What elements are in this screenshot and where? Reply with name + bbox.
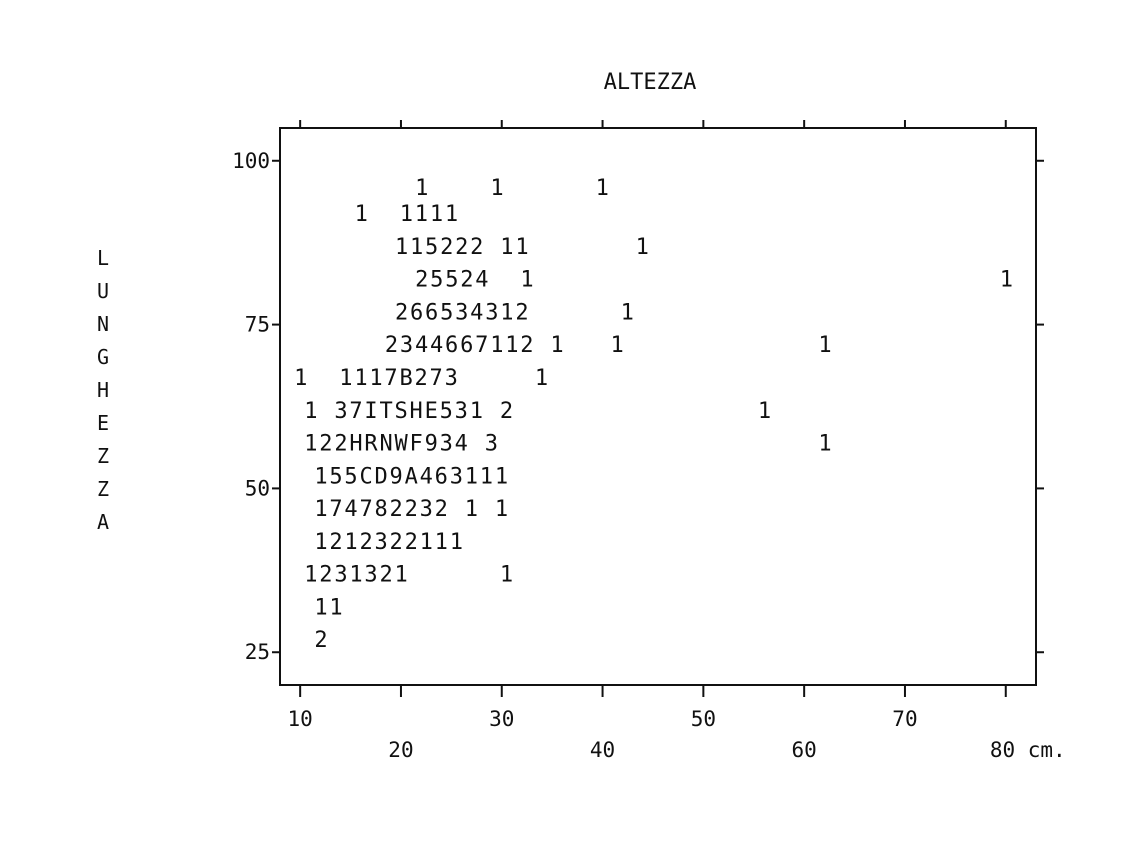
y-axis-title-letter: Z <box>97 477 109 501</box>
count-symbol-row: 25524 1 <box>415 268 535 293</box>
x-tick-label: 50 <box>691 707 716 731</box>
y-axis-title-letter: G <box>97 345 109 369</box>
y-tick-label: 75 <box>245 313 270 337</box>
count-symbol-row: 1231321 1 <box>304 563 515 588</box>
x-tick-label: 10 <box>288 707 313 731</box>
count-symbol-row: 11 <box>314 595 344 620</box>
y-tick-label: 50 <box>245 476 270 500</box>
y-axis-title-letter: H <box>97 378 109 402</box>
x-axis-title: ALTEZZA <box>604 70 697 95</box>
y-tick-label: 25 <box>245 640 270 664</box>
count-symbol-row: 1 <box>818 432 833 457</box>
count-symbol-row: 122HRNWF934 3 <box>304 432 500 457</box>
y-axis-ticks: 25 50 75 100 <box>232 149 1044 664</box>
y-axis-title-letter: N <box>97 312 109 336</box>
x-tick-label: 70 <box>892 707 917 731</box>
y-axis-title-letter: E <box>97 411 109 435</box>
y-axis-title-letter: L <box>97 246 109 270</box>
count-symbol-row: 1 <box>1000 268 1015 293</box>
count-symbol-row: 1 1 1 <box>415 176 611 201</box>
count-symbol-row: 155CD9A463111 <box>314 464 510 489</box>
count-symbol-row: 2 <box>314 628 329 653</box>
count-symbol-row: 1 1111 <box>355 202 460 227</box>
count-symbol-row: 1 <box>758 399 773 424</box>
count-symbol-row: 115222 11 1 <box>395 235 651 260</box>
x-tick-label: 60 <box>792 738 817 762</box>
x-axis-ticks: 10 20 30 40 50 60 70 80 cm. <box>288 120 1066 762</box>
x-tick-label: 30 <box>489 707 514 731</box>
y-tick-label: 100 <box>232 149 270 173</box>
count-symbol-row: 1 37ITSHE531 2 <box>304 399 515 424</box>
count-symbol-row: 174782232 1 1 <box>314 497 510 522</box>
count-symbol-row: 2344667112 1 1 <box>385 333 626 358</box>
x-tick-label: 40 <box>590 738 615 762</box>
count-symbol-row: 1212322111 <box>314 530 464 555</box>
x-tick-label: 20 <box>388 738 413 762</box>
x-tick-label: 80 cm. <box>990 738 1066 762</box>
y-axis-title-letter: U <box>97 279 109 303</box>
plot-frame <box>279 127 1037 686</box>
count-symbol-row: 1 1117B273 1 <box>294 366 550 391</box>
y-axis-title-letter: Z <box>97 444 109 468</box>
count-symbol-row: 1 <box>818 333 833 358</box>
count-symbol-row: 266534312 1 <box>395 300 636 325</box>
y-axis-title-letter: A <box>97 510 109 534</box>
